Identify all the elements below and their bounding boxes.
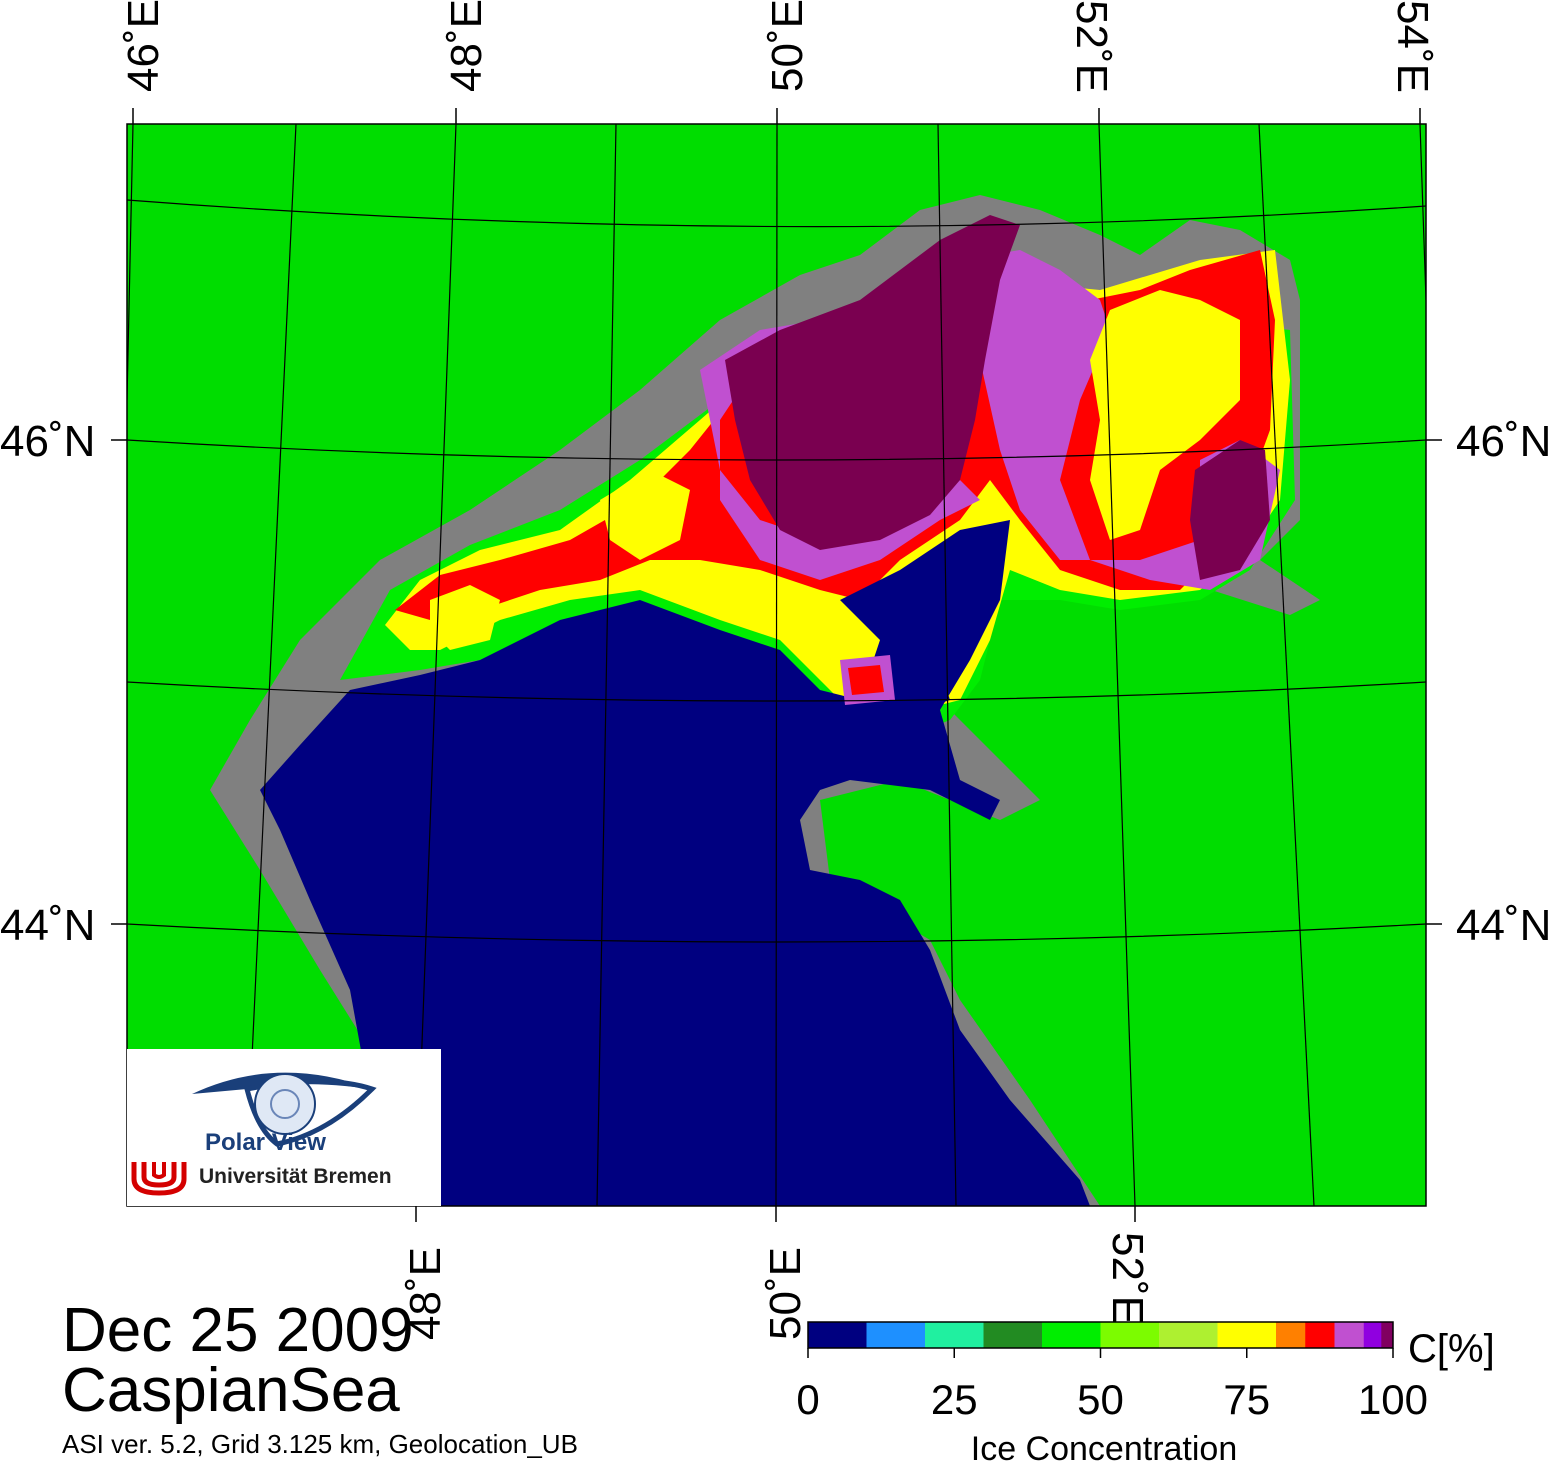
colorbar-tick-label: 100 [1358,1376,1428,1423]
bottom-lon-label-50: 50˚E [761,1247,810,1340]
colorbar-swatch [1381,1322,1394,1348]
colorbar-tick-label: 75 [1223,1376,1270,1423]
colorbar-swatch [866,1322,926,1348]
map-area [127,124,1426,1206]
colorbar-swatch [925,1322,984,1348]
ice-yellow-east [1090,290,1240,540]
eye-globe-icon [192,1072,377,1147]
ice-core-dark [725,215,1020,550]
colorbar-title: Ice Concentration [971,1430,1238,1464]
bottom-lon-label-52: 52˚E [1103,1232,1152,1325]
top-lon-label-50: 50˚E [763,0,812,92]
colorbar-swatch [1159,1322,1218,1348]
polar-view-logo: Polar View Universität Bremen [127,1049,441,1206]
graticule [127,124,1426,1206]
map-region: CaspianSea [62,1356,400,1425]
axis-ticks [111,108,1442,1222]
right-lat-label-44: 44˚N [1456,901,1551,950]
colorbar-swatch [808,1322,867,1348]
left-lat-label-46: 46˚N [0,417,95,466]
colorbar-swatch [1276,1322,1306,1348]
colorbar [808,1322,1394,1348]
left-lat-label-44: 44˚N [0,901,95,950]
bremen-u-icon [131,1162,187,1196]
top-lon-label-48: 48˚E [442,0,491,92]
colorbar-swatch [1305,1322,1335,1348]
map-info-line: ASI ver. 5.2, Grid 3.125 km, Geolocation… [62,1429,578,1459]
colorbar-tick-label: 0 [796,1376,819,1423]
colorbar-tick-label: 50 [1077,1376,1124,1423]
bottom-lon-label-48: 48˚E [401,1247,450,1340]
top-lon-label-46: 46˚E [119,0,168,92]
island-ice-red [848,665,884,695]
colorbar-swatch [983,1322,1043,1348]
map-date: Dec 25 2009 [62,1296,414,1365]
logo-institution: Universität Bremen [199,1165,392,1188]
top-lon-label-54: 54˚E [1388,0,1437,93]
logo-name: Polar View [205,1129,326,1156]
ice-yellow-mid [600,470,690,560]
ice-yellow-west [430,585,500,650]
colorbar-swatch [1217,1322,1277,1348]
top-lon-label-52: 52˚E [1067,0,1116,93]
colorbar-swatch [1334,1322,1365,1348]
colorbar-swatch [1363,1322,1382,1348]
colorbar-unit-label: C[%] [1408,1327,1495,1371]
colorbar-swatch [1042,1322,1101,1348]
colorbar-swatch [1100,1322,1160,1348]
colorbar-ticks: 0 25 50 75 100 [796,1348,1428,1423]
right-lat-label-46: 46˚N [1456,417,1551,466]
ice-core-dark-east [1190,440,1270,580]
colorbar-tick-label: 25 [931,1376,978,1423]
